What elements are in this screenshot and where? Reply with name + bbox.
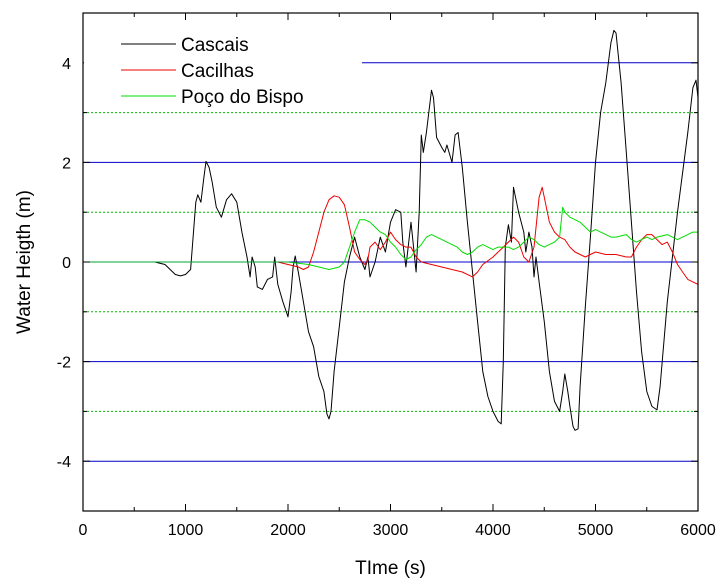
legend: Cascais Cacilhas Poço do Bispo: [84, 28, 362, 108]
y-tick-label: 2: [62, 155, 71, 172]
x-axis-title: TIme (s): [355, 558, 426, 579]
series-line-po-o-do-bispo: [83, 206, 698, 270]
y-tick-label: -2: [57, 355, 71, 372]
legend-label: Cascais: [181, 35, 249, 56]
legend-background: [84, 28, 362, 100]
y-tick-label: 4: [62, 56, 71, 73]
y-tick-label: 0: [62, 255, 71, 272]
series-line-cascais: [154, 29, 699, 431]
x-tick-label: 6000: [680, 522, 716, 539]
x-tick-label: 0: [79, 522, 88, 539]
x-tick-label: 5000: [578, 522, 614, 539]
x-tick-label: 4000: [475, 522, 511, 539]
ticks-layer: 0 1000 2000 3000 4000 5000 6000 -4 -2 0 2 4: [57, 12, 716, 539]
y-tick-label: -4: [57, 454, 71, 471]
series-line-cacilhas: [236, 186, 699, 285]
series-layer: [83, 29, 699, 431]
legend-label: Cacilhas: [181, 61, 254, 82]
legend-label: Poço do Bispo: [181, 87, 304, 108]
x-tick-label: 1000: [168, 522, 204, 539]
y-axis-title: Water Heigth (m): [14, 190, 35, 334]
x-tick-label: 3000: [373, 522, 409, 539]
x-tick-label: 2000: [270, 522, 306, 539]
